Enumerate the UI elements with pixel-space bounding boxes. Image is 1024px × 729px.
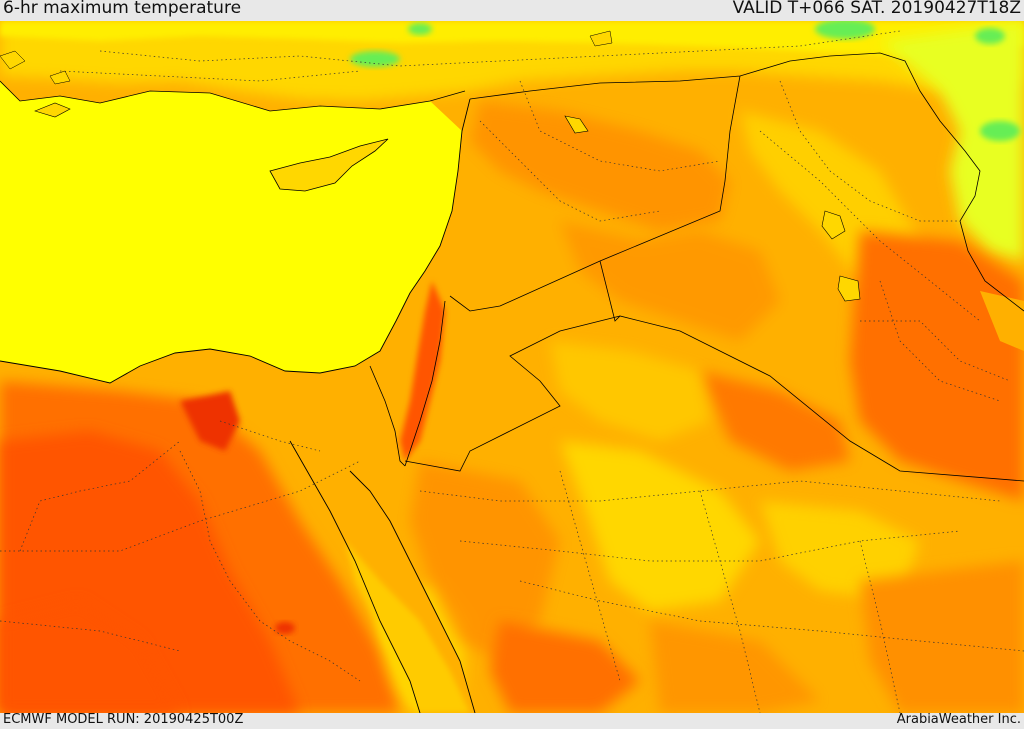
header-bar: 6-hr maximum temperature VALID T+066 SAT… [0, 0, 1024, 21]
cool-spot [980, 121, 1020, 141]
temperature-zone-central [700, 371, 850, 471]
credit-label: ArabiaWeather Inc. [896, 712, 1021, 727]
temperature-zone-arabia-yellow-east [760, 501, 920, 601]
cool-spot [350, 51, 400, 67]
border-egypt-israel [369, 365, 406, 467]
cool-spot [408, 23, 432, 35]
coastline [0, 98, 471, 384]
temperature-zone-syria [470, 101, 730, 231]
lake [821, 210, 846, 240]
temperature-zone-southern-iraq [850, 231, 1024, 501]
temperature-zone-nile-delta [180, 391, 240, 451]
valid-time-label: VALID T+066 SAT. 20190427T18Z [732, 0, 1021, 18]
temperature-zone-south-hejaz [490, 621, 640, 713]
map-title: 6-hr maximum temperature [3, 0, 242, 18]
temperature-zone-jordan-valley [400, 281, 445, 461]
temperature-zone-jordan [550, 341, 710, 441]
border-syria [449, 75, 741, 312]
island [34, 102, 71, 118]
temperature-zone-syrian-desert [560, 221, 780, 341]
island [49, 70, 71, 85]
map-view[interactable] [0, 21, 1024, 713]
cyprus-island [269, 138, 389, 192]
temperature-zone-south [650, 621, 820, 713]
admin-boundaries [0, 30, 1024, 713]
border-jordan-west [404, 300, 446, 467]
cool-spot [815, 21, 875, 39]
temperature-zone-arabia-yellow [560, 441, 760, 611]
lake [837, 275, 861, 302]
island [0, 50, 26, 70]
temperature-zone-hejaz [410, 461, 560, 661]
lake [564, 115, 589, 134]
red-sea-west-coast [289, 440, 421, 713]
temperature-zone-northeast [880, 21, 1024, 261]
footer-bar: ECMWF MODEL RUN: 20190425T00Z ArabiaWeat… [0, 712, 1024, 729]
border-north [469, 52, 1024, 312]
red-sea-east-coast [349, 470, 476, 713]
border-iraq-saudi [599, 260, 1024, 482]
cool-spot [975, 28, 1005, 44]
border-jordan [404, 315, 621, 472]
temperature-zone-sudan [0, 601, 180, 713]
coastline-north [0, 80, 466, 112]
model-run-label: ECMWF MODEL RUN: 20190425T00Z [3, 712, 244, 727]
temperature-map [0, 21, 1024, 713]
red-sea-temperature [345, 541, 470, 713]
island [589, 30, 613, 47]
hot-spot [275, 622, 295, 634]
temperature-zone-southeast [860, 561, 1024, 713]
temperature-zone-north-cool [0, 21, 1024, 56]
persian-gulf [980, 291, 1024, 351]
